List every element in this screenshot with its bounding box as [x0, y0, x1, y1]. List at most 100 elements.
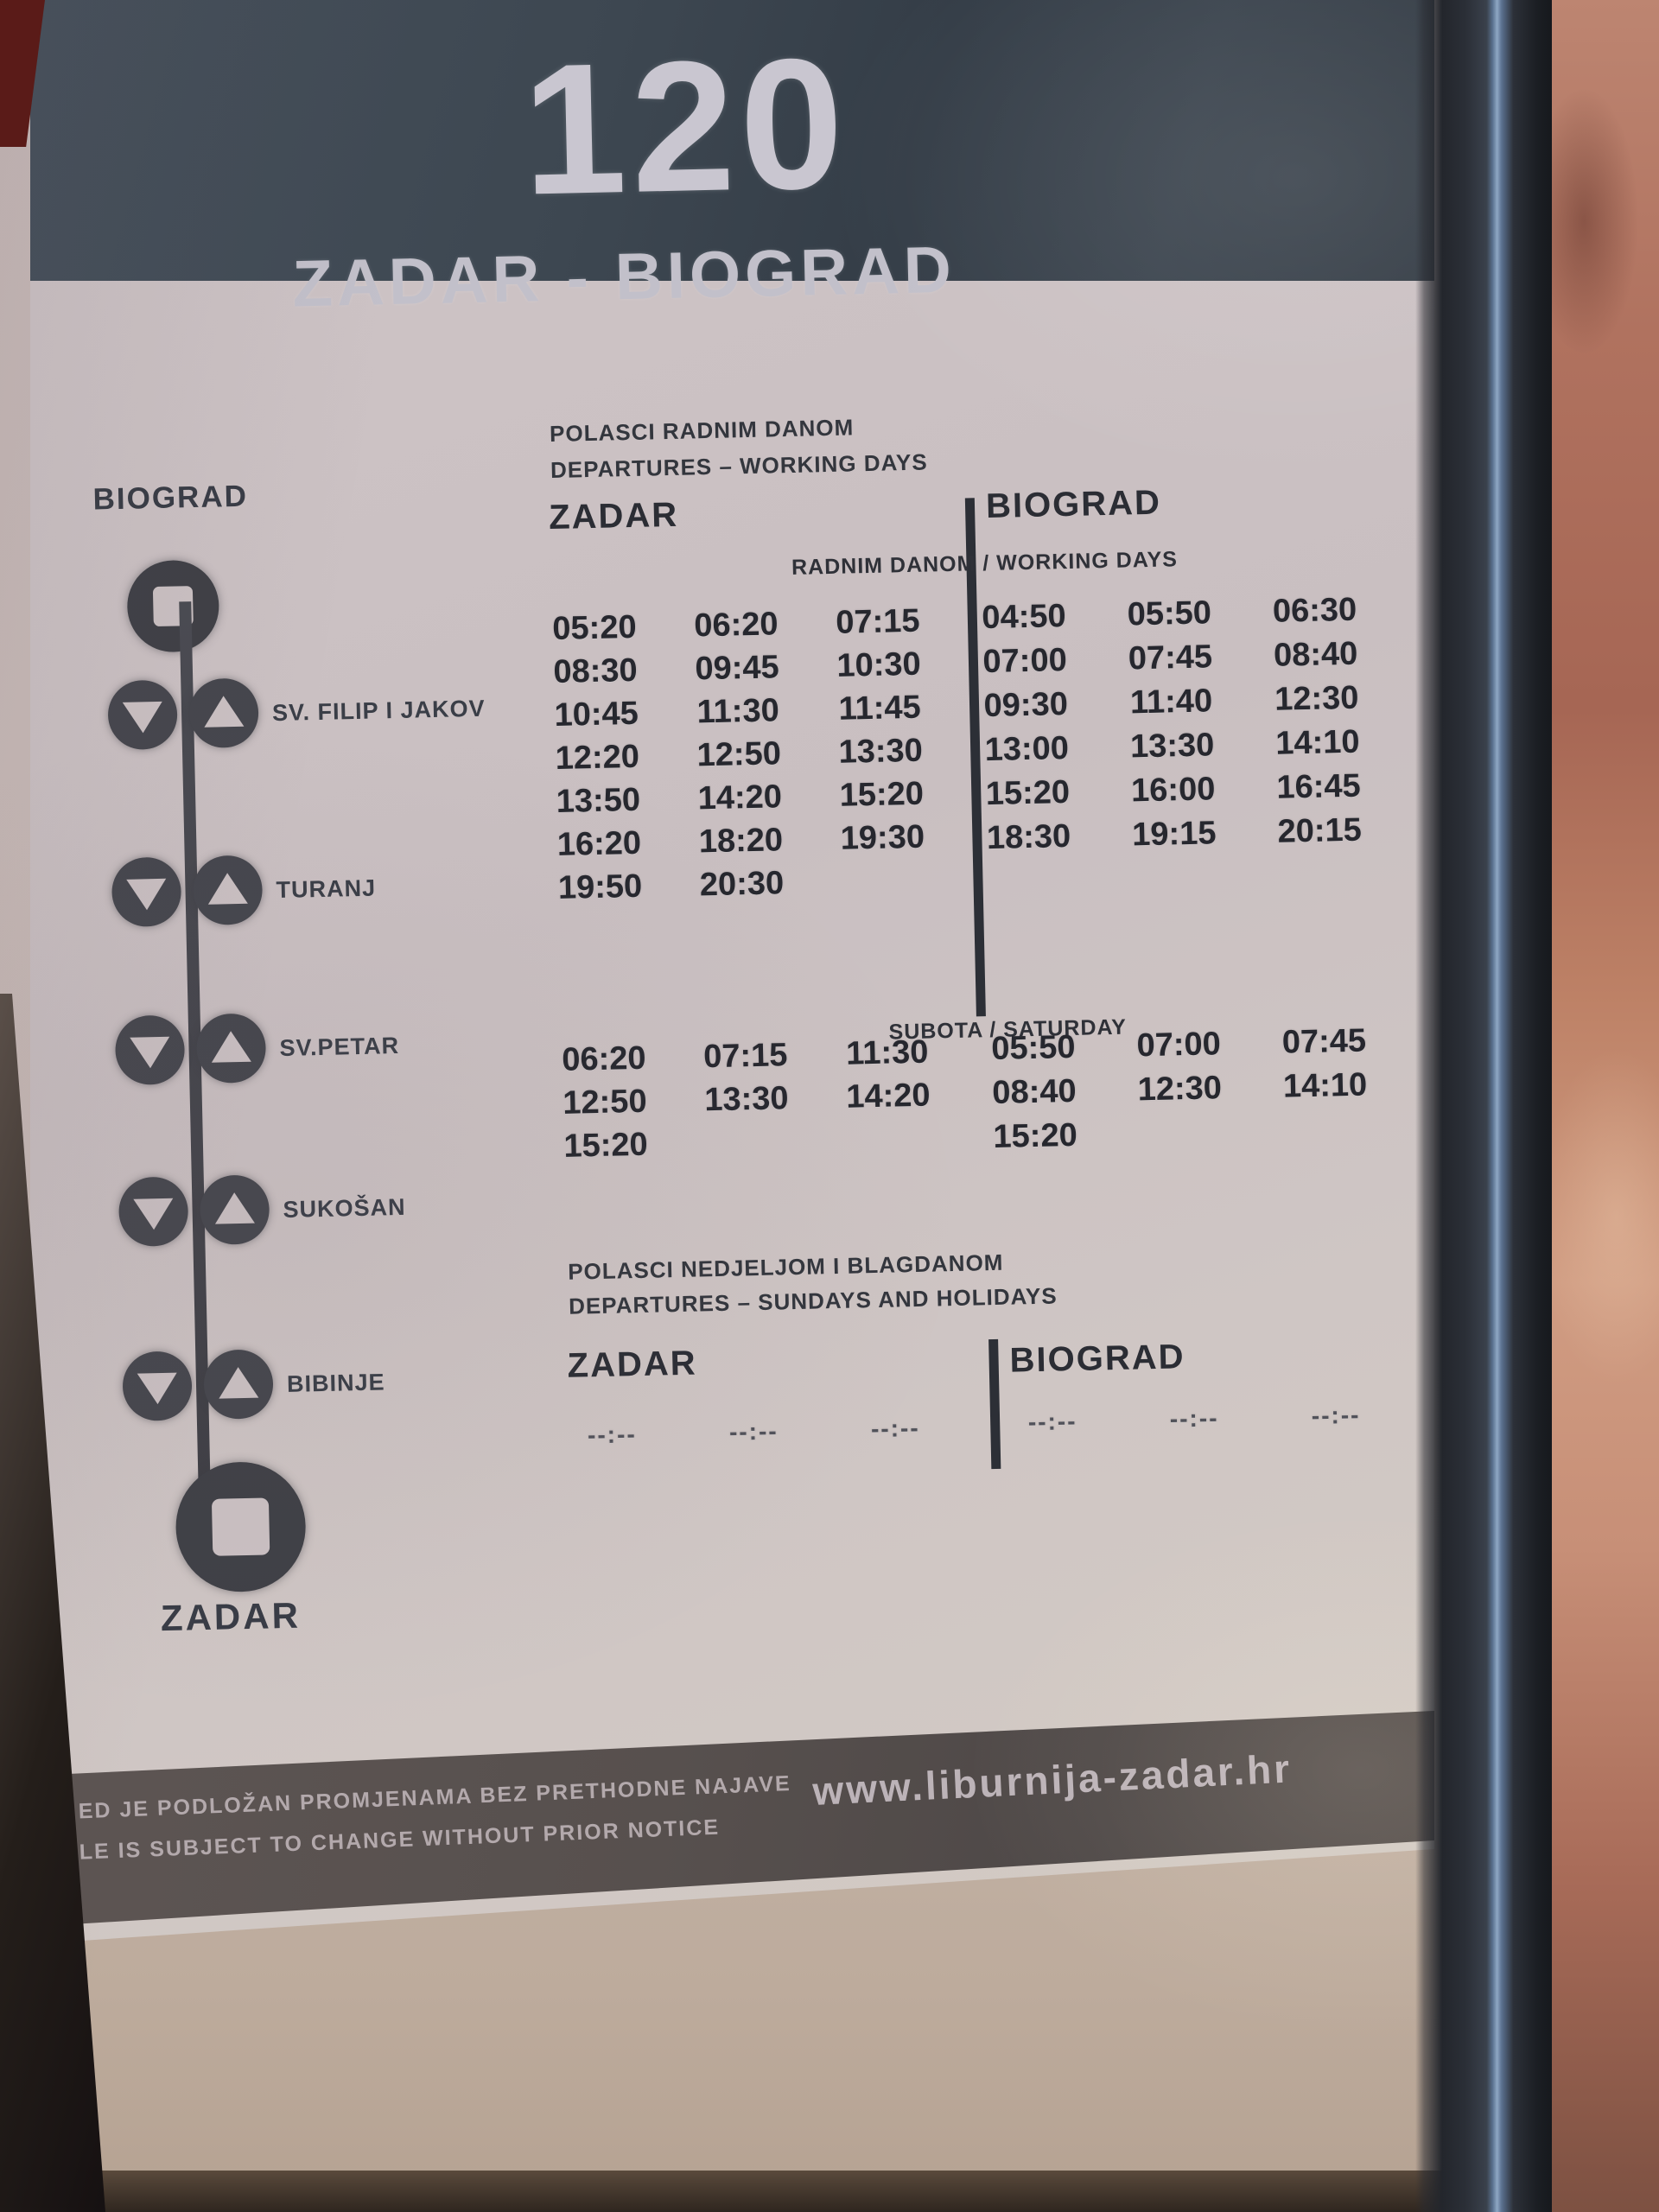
time-cell: 13:00 [984, 729, 1070, 769]
time-cell: 14:10 [1274, 723, 1360, 762]
down-triangle-stop-icon [114, 1014, 186, 1086]
time-cell: 16:00 [1130, 771, 1216, 810]
time-cell: 07:15 [835, 602, 920, 641]
working-days-biograd-times: 04:50 05:50 06:30 07:00 07:45 08:40 09:30 11:40… [950, 588, 1393, 861]
time-cell: 07:00 [1136, 1026, 1222, 1065]
terminus-icon [126, 559, 220, 653]
time-cell: 20:30 [699, 864, 785, 903]
time-cell: 13:30 [703, 1079, 789, 1118]
saturday-zadar-times: 06:20 07:15 11:30 12:50 13:30 14:20 15:20 [532, 1030, 960, 1169]
up-triangle-stop-icon [192, 855, 264, 926]
down-triangle-stop-icon [118, 1176, 189, 1248]
time-cell: 06:20 [561, 1039, 646, 1078]
time-cell: 15:20 [839, 775, 925, 814]
footer-disclaimer-en: LE IS SUBJECT TO CHANGE WITHOUT PRIOR NO… [79, 1815, 721, 1865]
time-cell: 12:50 [562, 1083, 648, 1122]
time-cell: 07:45 [1281, 1022, 1367, 1061]
route-name: ZADAR - BIOGRAD [291, 232, 957, 321]
working-days-from-header: ZADAR [548, 495, 679, 537]
down-triangle-stop-icon [107, 679, 178, 751]
working-days-subheader: RADNIM DANOM / WORKING DAYS [791, 547, 1179, 580]
background-bottom-edge [0, 2171, 1659, 2212]
up-triangle-stop-icon [203, 1349, 274, 1420]
up-triangle-stop-icon [199, 1174, 270, 1246]
time-cell: 19:30 [840, 818, 925, 857]
stop-label: TURANJ [276, 874, 377, 904]
time-cell: 06:20 [693, 605, 779, 644]
time-cell: --:-- [587, 1421, 638, 1449]
time-cell: 18:20 [698, 821, 784, 860]
time-cell: --:-- [1027, 1407, 1077, 1436]
working-days-zadar-times: 05:20 06:20 07:15 08:30 09:45 10:30 10:45 11:30… [523, 599, 955, 911]
route-stop: TURANJ [110, 849, 526, 928]
time-cell: 16:45 [1275, 767, 1362, 806]
time-cell: 07:45 [1128, 639, 1213, 677]
time-cell: 12:20 [555, 738, 640, 777]
time-cell: 09:30 [983, 686, 1069, 725]
time-cell: 05:50 [1127, 594, 1212, 633]
top-terminus-label: BIOGRAD [92, 479, 249, 517]
down-triangle-stop-icon [122, 1351, 193, 1422]
sunday-from-header: ZADAR [567, 1344, 698, 1385]
saturday-biograd-times: 05:50 07:00 07:45 08:40 12:30 14:10 15:20 [960, 1019, 1399, 1160]
timetable-paper [30, 281, 1434, 1944]
time-cell: 10:45 [554, 695, 639, 734]
time-cell: 19:50 [557, 868, 643, 906]
time-cell: 05:20 [551, 608, 638, 647]
time-cell: 11:40 [1129, 683, 1213, 721]
working-days-title-en: DEPARTURES – WORKING DAYS [550, 448, 928, 483]
time-cell: 12:50 [696, 734, 782, 773]
time-cell: 13:30 [1129, 727, 1215, 766]
time-cell: 07:00 [982, 642, 1068, 681]
phone-edge [1415, 0, 1564, 2212]
stop-label: SV. FILIP I JAKOV [271, 695, 486, 727]
time-cell: 12:30 [1274, 679, 1359, 718]
working-days-to-header: BIOGRAD [985, 483, 1162, 526]
up-triangle-stop-icon [195, 1013, 267, 1084]
time-cell: 14:20 [845, 1077, 931, 1116]
time-cell: --:-- [1169, 1404, 1219, 1433]
time-cell: 16:20 [556, 824, 642, 863]
sunday-to-header: BIOGRAD [1009, 1338, 1185, 1380]
time-cell: --:-- [870, 1414, 920, 1443]
time-cell: 08:40 [991, 1072, 1077, 1112]
route-stop: SUKOŠAN [117, 1169, 533, 1248]
time-cell: 04:50 [981, 598, 1067, 637]
footer-website: www.liburnija-zadar.hr [811, 1745, 1294, 1814]
sunday-title-en: DEPARTURES – SUNDAYS AND HOLIDAYS [568, 1282, 1058, 1319]
working-days-title-hr: POLASCI RADNIM DANOM [549, 414, 855, 448]
time-cell: 06:30 [1272, 591, 1357, 630]
time-cell: 05:50 [990, 1028, 1076, 1068]
time-cell: 12:30 [1137, 1070, 1223, 1109]
route-stop: BIBINJE [120, 1344, 537, 1422]
sunday-biograd-times: --:-- --:-- --:-- [982, 1395, 1408, 1444]
time-cell: 07:15 [702, 1036, 788, 1075]
time-cell: 19:15 [1131, 815, 1217, 854]
time-cell: --:-- [728, 1417, 779, 1446]
time-cell: 14:20 [697, 778, 783, 817]
stop-label: SV.PETAR [279, 1032, 400, 1061]
time-cell: 10:30 [836, 645, 922, 684]
time-cell: 11:30 [845, 1033, 929, 1072]
time-cell: 13:50 [556, 781, 641, 820]
time-cell: --:-- [1311, 1401, 1361, 1430]
time-cell: 09:45 [694, 648, 780, 687]
time-cell: 11:45 [838, 689, 922, 728]
time-cell: 15:20 [993, 1116, 1078, 1155]
time-cell: 15:20 [563, 1126, 649, 1165]
route-stop: SV.PETAR [113, 1007, 530, 1086]
hand-fingers [1552, 0, 1659, 2212]
terminus-icon [174, 1460, 308, 1593]
stop-label: SUKOŠAN [283, 1193, 406, 1223]
time-cell: 18:30 [986, 817, 1071, 857]
time-cell: 14:10 [1282, 1066, 1368, 1105]
bottom-terminus-label: ZADAR [160, 1594, 302, 1639]
time-cell: 11:30 [696, 691, 780, 730]
up-triangle-stop-icon [188, 677, 259, 749]
route-number: 120 [520, 18, 851, 234]
time-cell: 08:40 [1273, 635, 1358, 674]
time-cell: 15:20 [985, 773, 1071, 813]
time-cell: 20:15 [1277, 811, 1363, 850]
